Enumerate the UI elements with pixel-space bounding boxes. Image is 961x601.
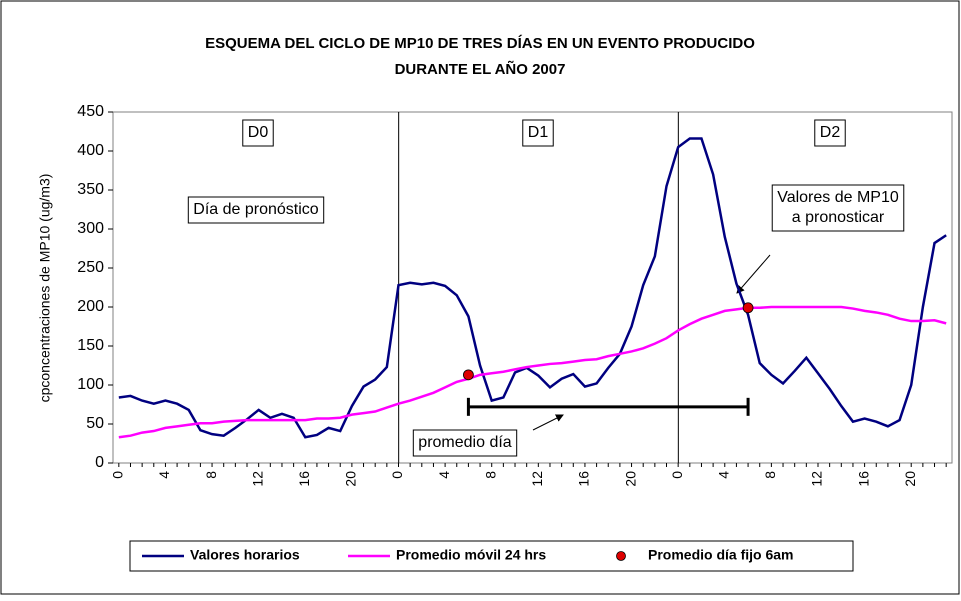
x-tick-label: 12: [529, 471, 545, 487]
arrow: [532, 414, 564, 431]
annotation-box: [187, 196, 325, 224]
annotation: promedio día: [418, 434, 511, 451]
x-tick-label: 20: [622, 471, 638, 487]
chart-title: DURANTE EL AÑO 2007: [395, 60, 566, 78]
legend-label: Valores horarios: [190, 547, 300, 563]
annotation-box: [522, 119, 554, 147]
y-tick-label: 450: [77, 103, 104, 120]
x-tick-label: 16: [855, 471, 871, 487]
y-tick-label: 50: [86, 415, 104, 432]
x-tick-label: 8: [203, 471, 219, 479]
y-tick-label: 150: [77, 337, 104, 354]
annotation: D0: [248, 124, 269, 141]
arrow: [736, 254, 771, 294]
x-tick-label: 4: [436, 471, 452, 479]
chart-title: ESQUEMA DEL CICLO DE MP10 DE TRES DÍAS E…: [205, 35, 755, 52]
x-tick-label: 0: [389, 471, 405, 479]
x-tick-label: 20: [343, 471, 359, 487]
annotation: Día de pronóstico: [193, 201, 319, 218]
y-tick-label: 400: [77, 142, 104, 159]
annotation-box: [242, 119, 274, 147]
x-tick-label: 16: [296, 471, 312, 487]
annotation: a pronosticar: [792, 209, 885, 226]
annotation: Valores de MP10: [777, 189, 899, 206]
x-tick-label: 4: [156, 471, 172, 479]
point: [463, 369, 474, 381]
y-tick-label: 350: [77, 181, 104, 198]
annotation-box: [412, 429, 518, 457]
annotation-box: [814, 119, 846, 147]
y-tick-label: 100: [77, 376, 104, 393]
annotation: D1: [528, 124, 549, 141]
annotation-box: [771, 184, 905, 232]
x-tick-label: 12: [809, 471, 825, 487]
legend: [129, 540, 854, 572]
x-tick-label: 20: [902, 471, 918, 487]
x-tick-label: 8: [482, 471, 498, 479]
x-tick-label: 4: [715, 471, 731, 479]
legend-swatch: [616, 551, 626, 561]
y-tick-label: 0: [95, 454, 104, 471]
x-tick-label: 0: [110, 471, 126, 479]
x-tick-label: 16: [576, 471, 592, 487]
annotation: D2: [820, 124, 841, 141]
point: [742, 302, 754, 314]
y-tick-label: 300: [77, 220, 104, 237]
y-tick-label: 200: [77, 298, 104, 315]
x-tick-label: 8: [762, 471, 778, 479]
y-tick-label: 250: [77, 259, 104, 276]
series-line: [118, 305, 947, 439]
series-line: [118, 137, 947, 439]
x-tick-label: 12: [249, 471, 265, 487]
legend-label: Promedio día fijo 6am: [648, 547, 793, 563]
legend-label: Promedio móvil 24 hrs: [396, 547, 546, 563]
x-tick-label: 0: [669, 471, 685, 479]
plot-area: [112, 111, 953, 464]
y-axis-label: cpconcentraciones de MP10 (ug/m3): [37, 174, 53, 403]
